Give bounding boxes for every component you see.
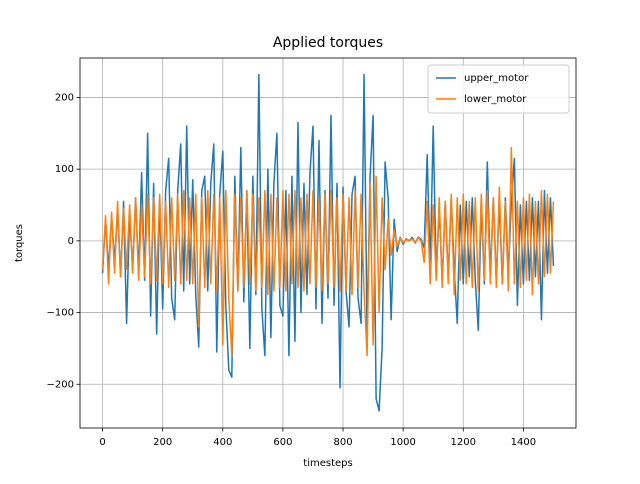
series-line <box>101 146 555 357</box>
legend-label: lower_motor <box>464 94 527 105</box>
x-tick-label: 1000 <box>390 437 415 448</box>
y-tick-label: 100 <box>55 164 74 175</box>
y-axis-label: torques <box>14 224 25 262</box>
y-tick-label: −200 <box>47 379 74 390</box>
y-tick-label: −100 <box>47 308 74 319</box>
x-tick-label: 1200 <box>451 437 476 448</box>
x-tick-label: 800 <box>333 437 352 448</box>
chart-title: Applied torques <box>273 35 383 51</box>
legend: upper_motor lower_motor <box>427 64 570 114</box>
series-line <box>101 73 555 412</box>
x-tick-label: 200 <box>153 437 172 448</box>
y-tick-label: 200 <box>55 92 74 103</box>
legend-box <box>427 64 570 114</box>
x-tick-label: 0 <box>99 437 105 448</box>
x-tick-label: 600 <box>273 437 292 448</box>
legend-label: upper_motor <box>464 73 529 84</box>
plot-frame <box>79 57 577 429</box>
y-tick-label: 0 <box>68 236 74 247</box>
x-tick-label: 1400 <box>511 437 536 448</box>
x-tick-label: 400 <box>213 437 232 448</box>
x-axis-label: timesteps <box>303 458 352 469</box>
